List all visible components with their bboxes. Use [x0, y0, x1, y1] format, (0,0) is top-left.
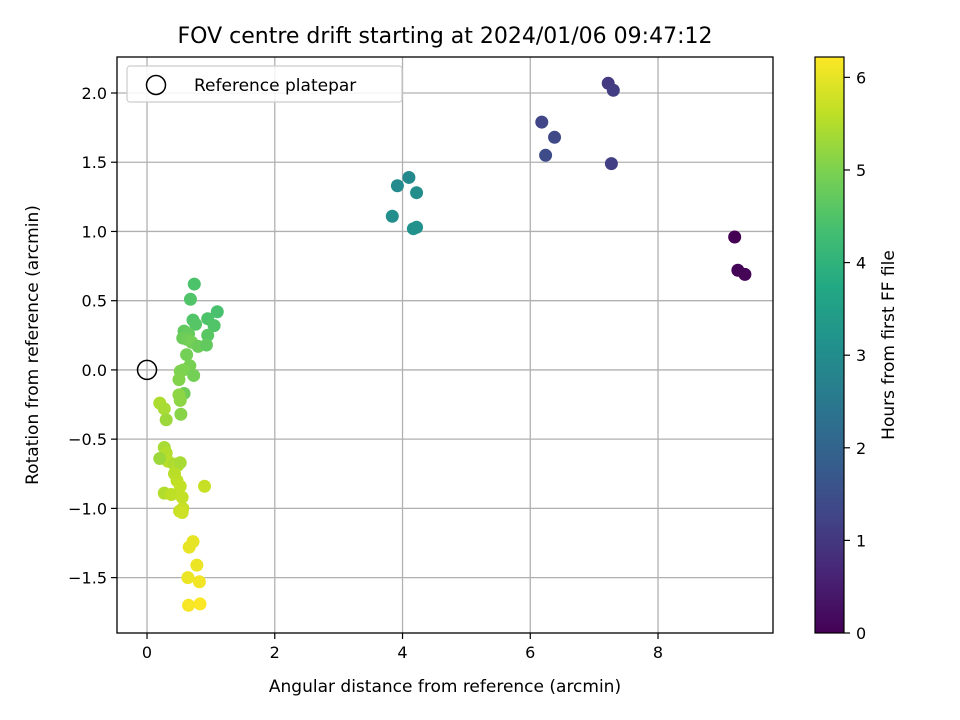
- data-point: [159, 413, 173, 427]
- colorbar-ticks: 0 1 2 3 4 5 6: [844, 68, 866, 643]
- plot-frame: [116, 56, 774, 634]
- data-point: [535, 115, 549, 129]
- data-point: [207, 319, 221, 333]
- data-point: [181, 571, 195, 585]
- data-point: [153, 452, 167, 466]
- data-point: [738, 267, 752, 281]
- data-point: [182, 598, 196, 612]
- y-tick-label: 0.5: [82, 292, 107, 311]
- x-tick-label: 4: [397, 643, 407, 662]
- data-point: [539, 148, 553, 162]
- x-axis-label: Angular distance from reference (arcmin): [269, 677, 621, 697]
- data-point: [548, 130, 562, 144]
- data-point: [190, 558, 204, 572]
- colorbar-tick-label: 3: [856, 346, 866, 365]
- y-tick-label: 1.0: [82, 222, 107, 241]
- data-point: [193, 597, 207, 611]
- grid: [117, 57, 773, 633]
- colorbar-tick-label: 1: [856, 531, 866, 550]
- data-point: [199, 338, 213, 352]
- data-point: [210, 305, 224, 319]
- x-tick-label: 2: [270, 643, 280, 662]
- colorbar-tick-label: 5: [856, 161, 866, 180]
- x-axis-ticks: 0 2 4 6 8: [142, 633, 663, 662]
- chart-title: FOV centre drift starting at 2024/01/06 …: [178, 24, 713, 49]
- legend-open-circle-icon: [145, 74, 167, 96]
- data-point: [180, 348, 194, 362]
- reference-platepar-marker: [136, 359, 158, 381]
- data-point: [175, 506, 189, 520]
- legend-box: [126, 65, 403, 103]
- data-point: [176, 363, 190, 377]
- y-axis-ticks: −1.5 −1.0 −0.5 0.0 0.5 1.0 1.5 2.0: [68, 84, 117, 588]
- colorbar-tick-label: 4: [856, 254, 866, 273]
- data-point: [187, 277, 201, 291]
- data-point: [172, 373, 186, 387]
- y-tick-label: −1.5: [68, 569, 107, 588]
- data-point: [201, 328, 215, 342]
- data-point: [192, 575, 206, 589]
- data-point: [604, 157, 618, 171]
- colorbar-tick-label: 2: [856, 439, 866, 458]
- colorbar-tick-label: 6: [856, 68, 866, 87]
- x-tick-label: 6: [525, 643, 535, 662]
- data-point: [406, 222, 420, 236]
- colorbar: 0 1 2 3 4 5 6 Hours from first FF file: [814, 56, 899, 643]
- data-point: [175, 490, 189, 504]
- colorbar-gradient: [814, 56, 845, 634]
- data-points: [153, 76, 752, 612]
- y-tick-label: 0.0: [82, 361, 107, 380]
- y-tick-label: 2.0: [82, 84, 107, 103]
- data-point: [174, 407, 188, 421]
- data-point: [183, 292, 197, 306]
- data-point: [187, 368, 201, 382]
- data-point: [410, 186, 424, 200]
- data-point: [402, 170, 416, 184]
- data-point: [728, 230, 742, 244]
- data-point: [182, 540, 196, 554]
- y-tick-label: −0.5: [68, 430, 107, 449]
- data-point: [164, 488, 178, 502]
- y-tick-label: −1.0: [68, 499, 107, 518]
- data-point: [390, 179, 404, 193]
- data-point: [198, 479, 212, 493]
- colorbar-tick-label: 0: [856, 624, 866, 643]
- x-tick-label: 8: [653, 643, 663, 662]
- colorbar-label: Hours from first FF file: [879, 250, 899, 440]
- data-point: [173, 479, 187, 493]
- data-point: [606, 83, 620, 97]
- data-point: [173, 393, 187, 407]
- data-point: [173, 456, 187, 470]
- y-tick-label: 1.5: [82, 153, 107, 172]
- data-point: [385, 209, 399, 223]
- y-axis-label: Rotation from reference (arcmin): [23, 205, 43, 485]
- legend: Reference platepar: [126, 65, 403, 103]
- legend-entry-reference: Reference platepar: [194, 76, 356, 96]
- x-tick-label: 0: [142, 643, 152, 662]
- data-point: [189, 317, 203, 331]
- data-point: [157, 402, 171, 416]
